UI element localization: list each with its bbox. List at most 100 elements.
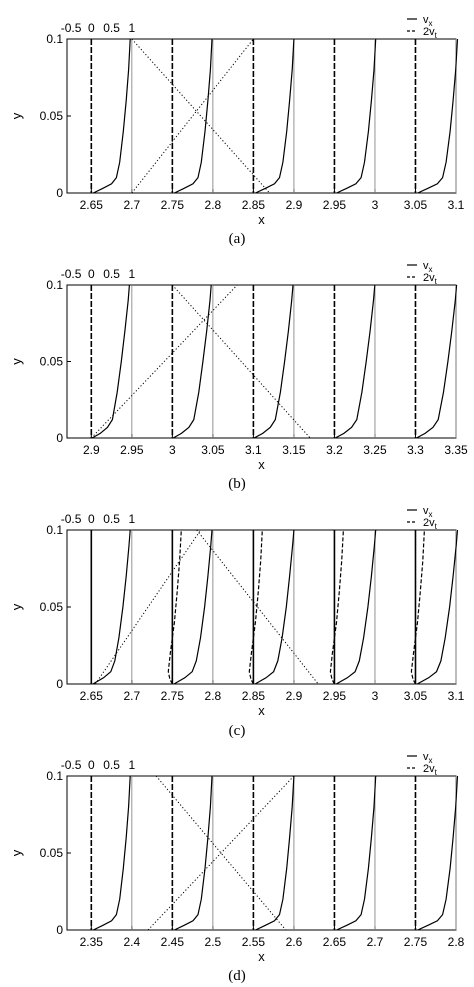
x-axis-label: x <box>258 949 265 964</box>
legend-subscript-x: x <box>429 19 433 28</box>
top-scale-label: 0.5 <box>103 758 120 772</box>
legend-subscript-t: t <box>435 277 438 286</box>
y-tick-label: 0 <box>56 431 63 445</box>
sub-caption: (d) <box>228 968 246 984</box>
diagonal-dotted-line <box>90 284 238 439</box>
vx-profile-line <box>254 529 295 685</box>
top-scale-label: 1 <box>128 21 135 35</box>
chart-panel-2: 2.9 2.95 3 3.05 3.1 3.15 3.2 3.25 3.3 3.35 0 0.05 0.… <box>9 260 468 492</box>
y-tick-label: 0 <box>56 677 63 691</box>
top-scale-label: -0.5 <box>61 512 82 526</box>
y-tick-label: 0.1 <box>46 769 63 783</box>
top-scale-label: -0.5 <box>61 267 82 281</box>
legend-entry-v: v <box>423 260 429 272</box>
x-tick-label: 2.9 <box>83 443 100 457</box>
x-axis-label: x <box>258 703 265 718</box>
y-tick-label: 0.1 <box>46 523 63 537</box>
vx-profile-line <box>173 529 213 685</box>
y-tick-label: 0.05 <box>40 846 64 860</box>
diagonal-dotted-line <box>131 38 254 194</box>
x-tick-label: 3.1 <box>448 689 465 703</box>
x-tick-label: 3.3 <box>407 443 424 457</box>
legend-subscript-t: t <box>435 31 438 40</box>
x-tick-label: 2.45 <box>161 935 185 949</box>
top-scale-label: 1 <box>128 512 135 526</box>
sub-caption: (b) <box>228 476 246 492</box>
legend-subscript-x: x <box>429 510 433 519</box>
vx-profile-line <box>172 284 212 439</box>
vx-profile-line <box>416 284 458 439</box>
chart-panel-1: 2.65 2.7 2.75 2.8 2.85 2.9 2.95 3 3.05 3.1 0 0.05 0.… <box>9 14 465 247</box>
vt-profile-line <box>167 529 182 685</box>
vx-profile-line <box>93 38 131 194</box>
top-scale-label: -0.5 <box>61 758 82 772</box>
y-axis-label: y <box>9 112 24 119</box>
legend-entry-2v: 2v <box>423 26 435 38</box>
legend-entry-v: v <box>423 14 429 26</box>
vx-profile-line <box>93 775 131 931</box>
legend-entry-vx: vx <box>423 14 433 28</box>
top-scale-label: 0.5 <box>103 267 120 281</box>
vx-profile-line <box>417 38 459 194</box>
x-tick-label: 2.85 <box>242 198 266 212</box>
y-axis-label: y <box>9 603 24 610</box>
x-tick-label: 2.35 <box>80 935 104 949</box>
diagonal-dotted-line <box>94 529 202 685</box>
x-tick-label: 2.75 <box>161 689 185 703</box>
sub-caption: (c) <box>229 723 246 739</box>
vx-profile-line <box>416 529 459 685</box>
top-scale-label: 1 <box>128 267 135 281</box>
y-axis-label: y <box>9 358 24 365</box>
x-tick-label: 2.75 <box>161 198 185 212</box>
chart-panel-3: 2.65 2.7 2.75 2.8 2.85 2.9 2.95 3 3.05 3.1 0 0.05 0.… <box>9 505 465 739</box>
legend-entry-2vt: 2vt <box>423 763 438 777</box>
x-tick-label: 2.8 <box>205 198 222 212</box>
legend-entry-v: v <box>423 505 429 517</box>
x-tick-label: 3.1 <box>448 198 465 212</box>
vx-profile-line <box>336 775 377 931</box>
legend-entry-2v: 2v <box>423 272 435 284</box>
x-tick-label: 2.9 <box>286 198 303 212</box>
top-scale-label: 0 <box>88 21 95 35</box>
x-tick-label: 2.8 <box>205 689 222 703</box>
x-tick-label: 3.05 <box>404 689 428 703</box>
vx-profile-line <box>255 775 295 931</box>
x-tick-label: 2.8 <box>448 935 465 949</box>
y-tick-label: 0 <box>56 923 63 937</box>
legend-entry-2vt: 2vt <box>423 517 438 531</box>
x-tick-label: 3.05 <box>201 443 225 457</box>
x-tick-label: 3.35 <box>444 443 468 457</box>
y-tick-label: 0 <box>56 186 63 200</box>
x-tick-label: 3 <box>169 443 176 457</box>
x-tick-label: 2.7 <box>123 689 140 703</box>
diagonal-dotted-line <box>155 775 287 931</box>
x-tick-label: 3 <box>372 689 379 703</box>
x-tick-label: 3 <box>372 198 379 212</box>
vx-profile-line <box>174 38 213 194</box>
x-tick-label: 2.85 <box>242 689 266 703</box>
y-tick-label: 0.05 <box>40 355 64 369</box>
top-scale-label: 0 <box>88 758 95 772</box>
legend-entry-vx: vx <box>423 751 433 765</box>
x-tick-label: 2.6 <box>286 935 303 949</box>
x-tick-label: 2.9 <box>286 689 303 703</box>
x-tick-label: 3.1 <box>245 443 262 457</box>
plot-frame <box>66 284 457 439</box>
diagonal-dotted-line <box>171 284 311 439</box>
x-tick-label: 2.7 <box>367 935 384 949</box>
vx-profile-line <box>417 775 459 931</box>
x-tick-label: 2.4 <box>123 935 140 949</box>
vt-profile-line <box>248 529 263 685</box>
vx-profile-line <box>336 38 377 194</box>
legend-subscript-x: x <box>429 265 433 274</box>
x-tick-label: 3.25 <box>363 443 387 457</box>
x-tick-label: 3.05 <box>404 198 428 212</box>
x-tick-label: 2.65 <box>80 689 104 703</box>
x-tick-label: 2.5 <box>205 935 222 949</box>
sub-caption: (a) <box>229 231 246 247</box>
y-tick-label: 0.05 <box>40 109 64 123</box>
legend-entry-2vt: 2vt <box>423 272 438 286</box>
y-tick-label: 0.1 <box>46 32 63 46</box>
vt-profile-line <box>329 529 344 685</box>
legend-entry-vx: vx <box>423 505 433 519</box>
